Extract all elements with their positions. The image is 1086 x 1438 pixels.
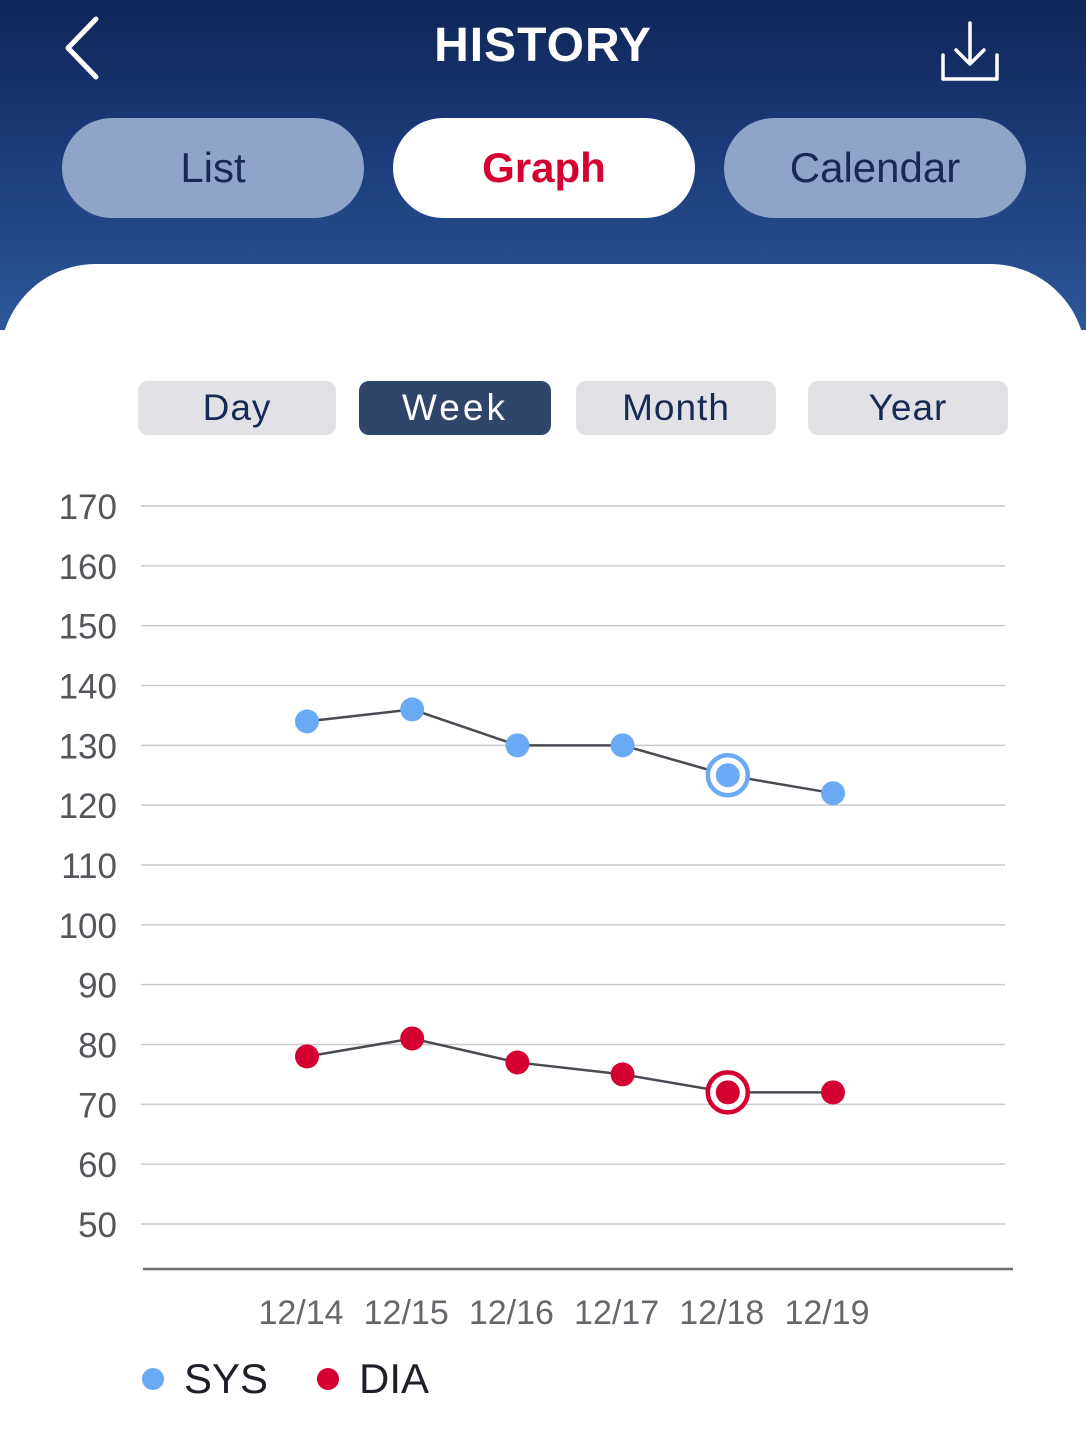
y-tick-label: 170 (59, 488, 117, 527)
data-point-sys (821, 781, 845, 806)
y-tick-label: 120 (59, 787, 117, 826)
y-tick-label: 110 (61, 847, 117, 886)
y-tick-label: 140 (59, 668, 117, 707)
dia-legend-dot (317, 1368, 339, 1390)
data-point-sys (505, 733, 530, 758)
tab-graph[interactable]: Graph (393, 118, 695, 218)
data-point-dia (400, 1026, 425, 1051)
legend-dia: DIA (317, 1352, 429, 1406)
y-tick-label: 130 (59, 727, 117, 766)
legend-dia-label: DIA (359, 1355, 430, 1402)
bp-line-chart: 170 160 150 140 130 120 110 100 90 80 70 60 50 12/14 1… (59, 488, 1013, 1332)
legend-sys-label: SYS (184, 1355, 269, 1402)
x-tick-label: 12/19 (784, 1294, 869, 1332)
download-icon (941, 21, 999, 81)
series-line-sys (306, 708, 834, 795)
legend-sys: SYS (142, 1352, 268, 1406)
y-tick-label: 80 (78, 1027, 117, 1066)
x-tick-label: 12/15 (364, 1294, 449, 1332)
y-tick-label: 50 (78, 1206, 117, 1245)
range-month[interactable]: Month (576, 381, 776, 435)
data-point-sys (295, 709, 319, 734)
series-line-dia (306, 1037, 833, 1094)
data-point-sys (400, 697, 425, 722)
x-tick-label: 12/16 (469, 1294, 554, 1332)
graph-card (0, 264, 1086, 1438)
y-tick-label: 90 (78, 967, 117, 1006)
y-tick-label: 160 (59, 548, 117, 587)
data-point-dia (821, 1080, 845, 1105)
page-title: HISTORY (434, 19, 652, 72)
data-point-sys (715, 763, 740, 788)
y-tick-label: 100 (59, 907, 117, 946)
data-point-dia (715, 1080, 740, 1105)
range-year[interactable]: Year (808, 381, 1008, 435)
range-week[interactable]: Week (359, 381, 551, 435)
y-tick-label: 70 (78, 1086, 117, 1125)
data-point-sys (610, 733, 635, 758)
x-tick-label: 12/14 (258, 1294, 343, 1332)
x-tick-label: 12/18 (679, 1294, 764, 1332)
x-tick-label: 12/17 (574, 1294, 659, 1332)
range-day[interactable]: Day (138, 381, 336, 435)
tab-calendar[interactable]: Calendar (724, 118, 1026, 218)
download-button[interactable] (930, 14, 1010, 90)
data-point-dia (505, 1050, 530, 1075)
tab-list[interactable]: List (62, 118, 364, 218)
data-point-dia (610, 1062, 635, 1087)
back-button[interactable] (52, 12, 112, 84)
y-tick-label: 150 (59, 608, 117, 647)
y-tick-label: 60 (78, 1146, 117, 1185)
sys-legend-dot (142, 1368, 164, 1390)
chevron-left-icon (65, 16, 99, 80)
data-point-dia (295, 1044, 319, 1069)
